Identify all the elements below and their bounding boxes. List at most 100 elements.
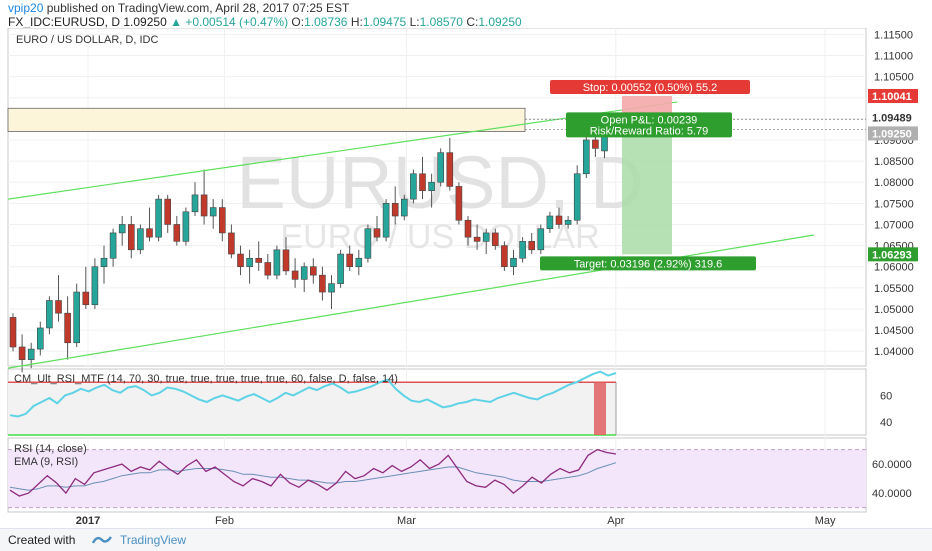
candle-body [437, 152, 445, 183]
candle-body [410, 173, 417, 200]
rsi-plot [8, 448, 866, 509]
rsi-y-tick: 60.0000 [872, 459, 912, 471]
candle-body [82, 291, 90, 306]
candle-body [219, 207, 226, 234]
main-title: EURO / US DOLLAR, D, IDC [16, 34, 158, 46]
x-tick-label: May [815, 515, 836, 527]
rr-label: Risk/Reward Ratio: 5.79 [590, 125, 709, 137]
y-tick-label: 1.08000 [874, 177, 914, 189]
channel-upper-line [7, 101, 678, 200]
rsi-band [8, 449, 866, 508]
target-label: Target: 0.03196 (2.92%) 319.6 [574, 258, 723, 270]
candle-body [291, 270, 299, 280]
candle-body [27, 348, 35, 360]
candles [9, 118, 608, 373]
candle-body [209, 207, 217, 217]
open-label: O: [291, 15, 305, 29]
candle-body [446, 152, 454, 187]
watermark-name: EURO / US DOLLAR [280, 218, 599, 256]
candle-body [419, 173, 426, 191]
candle-body [91, 266, 99, 306]
candle-body [464, 219, 472, 238]
candle-body [128, 224, 135, 251]
low-value: 1.08570 [419, 15, 463, 29]
y-tick-label: 1.07000 [874, 219, 914, 231]
candle-body [337, 253, 344, 284]
close-value: 1.09250 [478, 15, 522, 29]
created-with-text: Created with [8, 533, 76, 547]
x-tick-label: Apr [607, 515, 624, 527]
candle-body [264, 262, 272, 276]
candle-body [537, 228, 545, 251]
rsi-mtf-plot [8, 370, 617, 436]
candle-body [300, 266, 308, 280]
candle-body [328, 283, 335, 293]
mtf-rsi-line [9, 370, 617, 418]
x-tick-label: 2017 [76, 515, 100, 527]
tradingview-brand[interactable]: TradingView [120, 533, 187, 547]
candle-body [36, 327, 44, 350]
published-text: published on TradingView.com, April 28, … [46, 1, 350, 15]
target-label-box [540, 256, 756, 271]
candle-body [546, 215, 554, 229]
y-tick-label: 1.08500 [874, 156, 914, 168]
chart-header: vpip20 published on TradingView.com, Apr… [0, 0, 932, 30]
candle-body [64, 312, 71, 344]
candle-body [564, 219, 572, 225]
high-price-tag-box [868, 110, 918, 125]
candle-body [137, 228, 144, 251]
y-tick-label: 1.04500 [874, 325, 914, 337]
candle-body [582, 139, 590, 175]
candle-body [592, 139, 599, 149]
candle-body [118, 224, 126, 234]
y-tick-label: 1.11000 [874, 50, 913, 62]
resistance-zone [7, 107, 526, 132]
x-tick-label: Feb [215, 515, 234, 527]
y-tick-label: 1.10500 [874, 72, 914, 84]
mtf-title: CM_Ult_RSI_MTF (14, 70, 30, true, true, … [14, 373, 398, 385]
target-price-tag-box [868, 247, 918, 262]
close-label: C: [466, 15, 479, 29]
last-price-tag: 1.09250 [872, 128, 912, 140]
y-tick-label: 1.05000 [874, 304, 914, 316]
chart-canvas[interactable]: EURUSD, D EURO / US DOLLAR Stop: 0.00552… [0, 28, 932, 528]
stop-price-tag: 1.10041 [872, 91, 912, 103]
candle-body [237, 253, 244, 268]
stop-price-tag-box [868, 88, 918, 103]
y-tick-label: 1.11500 [874, 29, 913, 41]
last-price: 1.09250 [123, 15, 167, 29]
candle-body [191, 194, 199, 213]
publish-line: vpip20 published on TradingView.com, Apr… [8, 1, 349, 15]
mtf-y-tick: 40 [880, 417, 892, 429]
rsi-line [9, 448, 617, 497]
candle-body [364, 228, 372, 259]
author-link[interactable]: vpip20 [8, 1, 44, 15]
stop-label-box [550, 79, 750, 94]
candle-body [519, 241, 526, 259]
candle-body [555, 215, 563, 225]
price-tags: 1.10041 1.09489 1.09250 1.06293 [868, 88, 918, 262]
low-label: L: [409, 15, 420, 29]
pnl-label: Open P&L: 0.00239 [601, 114, 698, 126]
rsi-title: RSI (14, close) [14, 443, 87, 455]
candle-body [164, 198, 171, 225]
candle-body [9, 317, 17, 348]
candle-body [200, 194, 208, 217]
candle-body [473, 236, 481, 242]
candle-body [528, 241, 536, 251]
price-change: +0.00514 (+0.47%) [185, 15, 289, 29]
y-tick-label: 1.05500 [874, 283, 914, 295]
candle-body [46, 300, 53, 329]
candle-body [246, 257, 253, 268]
candle-body [228, 232, 235, 255]
candle-body [400, 198, 408, 217]
target-price-tag: 1.06293 [872, 249, 912, 261]
high-price-tag: 1.09489 [872, 112, 912, 124]
candle-body [173, 224, 181, 242]
candle-body [346, 253, 354, 268]
candle-body [182, 211, 190, 242]
mtf-y-tick: 60 [880, 390, 892, 402]
candle-body [109, 232, 117, 259]
candle-body [319, 274, 326, 293]
x-tick-label: Mar [397, 515, 416, 527]
